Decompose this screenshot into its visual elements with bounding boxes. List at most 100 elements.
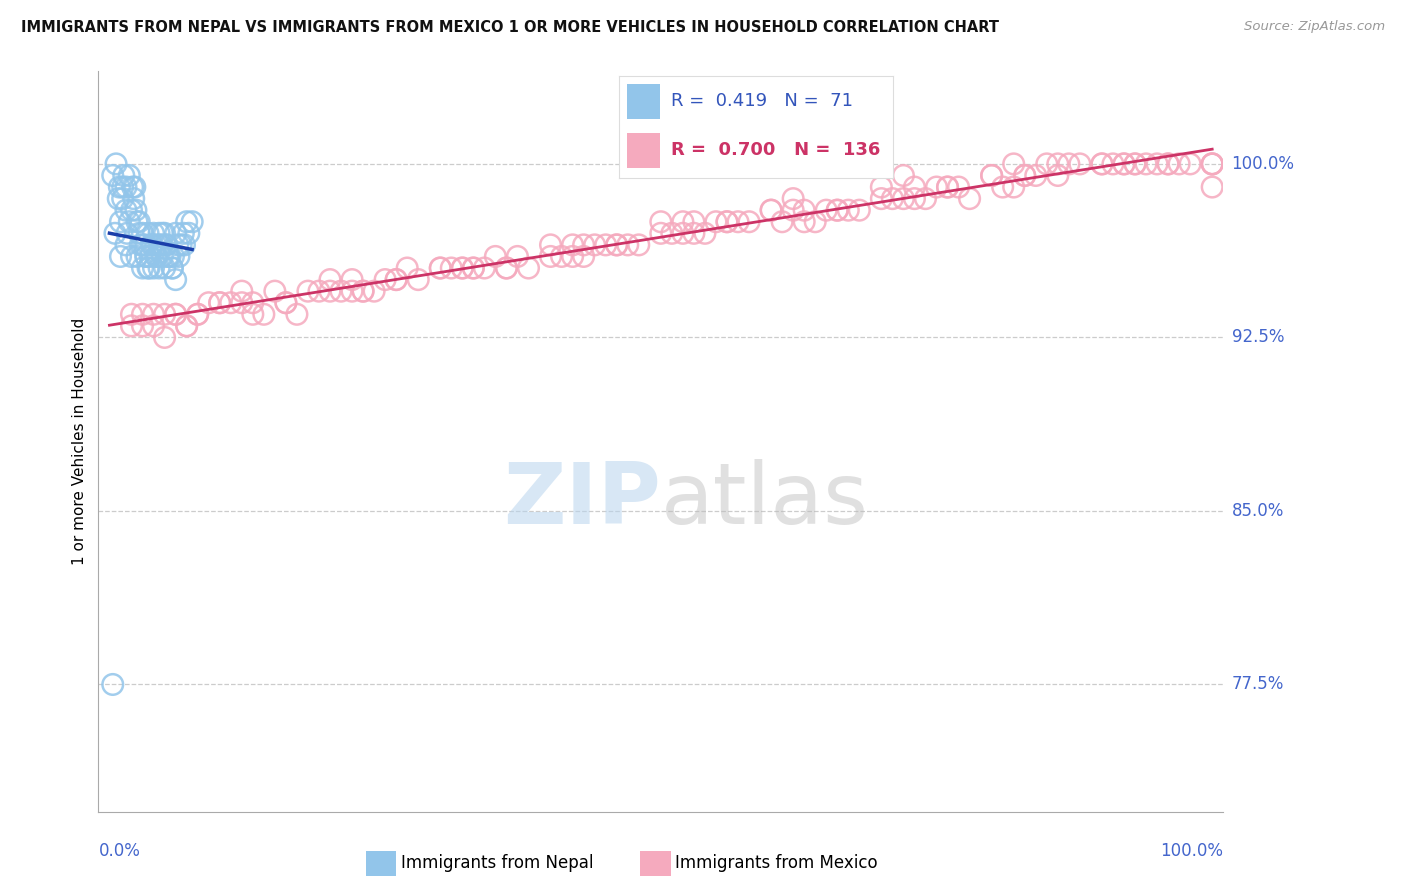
Point — [153, 307, 176, 321]
Point — [980, 169, 1002, 183]
Point — [176, 318, 198, 333]
Point — [925, 180, 948, 194]
Point — [583, 238, 606, 252]
Point — [104, 227, 127, 241]
Point — [242, 307, 264, 321]
Point — [451, 260, 474, 275]
Point — [157, 250, 180, 264]
Point — [782, 192, 804, 206]
Point — [112, 169, 135, 183]
Point — [903, 180, 925, 194]
Point — [495, 260, 517, 275]
Point — [1014, 169, 1036, 183]
Point — [153, 260, 176, 275]
Point — [540, 238, 562, 252]
Point — [793, 215, 815, 229]
Point — [115, 203, 138, 218]
Point — [135, 250, 157, 264]
Point — [506, 250, 529, 264]
Point — [650, 227, 672, 241]
Point — [385, 272, 408, 286]
Text: 77.5%: 77.5% — [1232, 675, 1284, 693]
Point — [870, 180, 893, 194]
Point — [1146, 157, 1168, 171]
Point — [825, 203, 848, 218]
Point — [285, 307, 308, 321]
Point — [208, 295, 231, 310]
Point — [319, 272, 342, 286]
Point — [330, 284, 353, 298]
Point — [167, 250, 190, 264]
Point — [396, 260, 419, 275]
Point — [115, 227, 138, 241]
Point — [124, 180, 146, 194]
Point — [474, 260, 496, 275]
Point — [110, 250, 132, 264]
Point — [1201, 157, 1223, 171]
Point — [142, 318, 165, 333]
Point — [903, 192, 925, 206]
Point — [274, 295, 297, 310]
Point — [165, 307, 187, 321]
Point — [115, 238, 138, 252]
Point — [540, 250, 562, 264]
Point — [297, 284, 319, 298]
Point — [936, 180, 959, 194]
Point — [782, 203, 804, 218]
Point — [231, 284, 253, 298]
Point — [134, 238, 156, 252]
Point — [219, 295, 242, 310]
Point — [1123, 157, 1146, 171]
Point — [627, 238, 650, 252]
Point — [517, 260, 540, 275]
Point — [959, 192, 981, 206]
Point — [187, 307, 209, 321]
Point — [1135, 157, 1157, 171]
Point — [495, 260, 517, 275]
Text: IMMIGRANTS FROM NEPAL VS IMMIGRANTS FROM MEXICO 1 OR MORE VEHICLES IN HOUSEHOLD : IMMIGRANTS FROM NEPAL VS IMMIGRANTS FROM… — [21, 20, 1000, 35]
Point — [274, 295, 297, 310]
Point — [1091, 157, 1114, 171]
Point — [118, 215, 141, 229]
Point — [683, 215, 706, 229]
Text: R =  0.700   N =  136: R = 0.700 N = 136 — [671, 141, 880, 159]
Point — [155, 238, 177, 252]
Point — [108, 180, 131, 194]
Point — [231, 295, 253, 310]
Point — [770, 215, 793, 229]
Point — [1046, 169, 1069, 183]
Point — [135, 250, 157, 264]
Point — [550, 250, 572, 264]
Point — [914, 192, 936, 206]
Point — [121, 318, 143, 333]
Point — [319, 284, 342, 298]
Point — [804, 215, 827, 229]
Point — [107, 192, 129, 206]
Point — [650, 215, 672, 229]
Point — [1046, 157, 1069, 171]
Point — [181, 215, 204, 229]
Point — [176, 318, 198, 333]
Point — [121, 307, 143, 321]
Point — [1157, 157, 1180, 171]
Point — [683, 227, 706, 241]
Point — [131, 318, 153, 333]
Point — [156, 250, 179, 264]
Point — [170, 238, 193, 252]
Point — [1168, 157, 1191, 171]
Point — [176, 215, 198, 229]
Text: Immigrants from Nepal: Immigrants from Nepal — [401, 855, 593, 872]
Point — [148, 227, 170, 241]
Point — [759, 203, 782, 218]
Point — [197, 295, 219, 310]
Text: 0.0%: 0.0% — [98, 842, 141, 860]
Point — [1057, 157, 1080, 171]
Point — [150, 250, 173, 264]
Point — [253, 307, 276, 321]
Point — [870, 192, 893, 206]
Point — [340, 284, 363, 298]
Point — [162, 260, 184, 275]
Point — [340, 272, 363, 286]
Point — [936, 180, 959, 194]
Point — [595, 238, 617, 252]
